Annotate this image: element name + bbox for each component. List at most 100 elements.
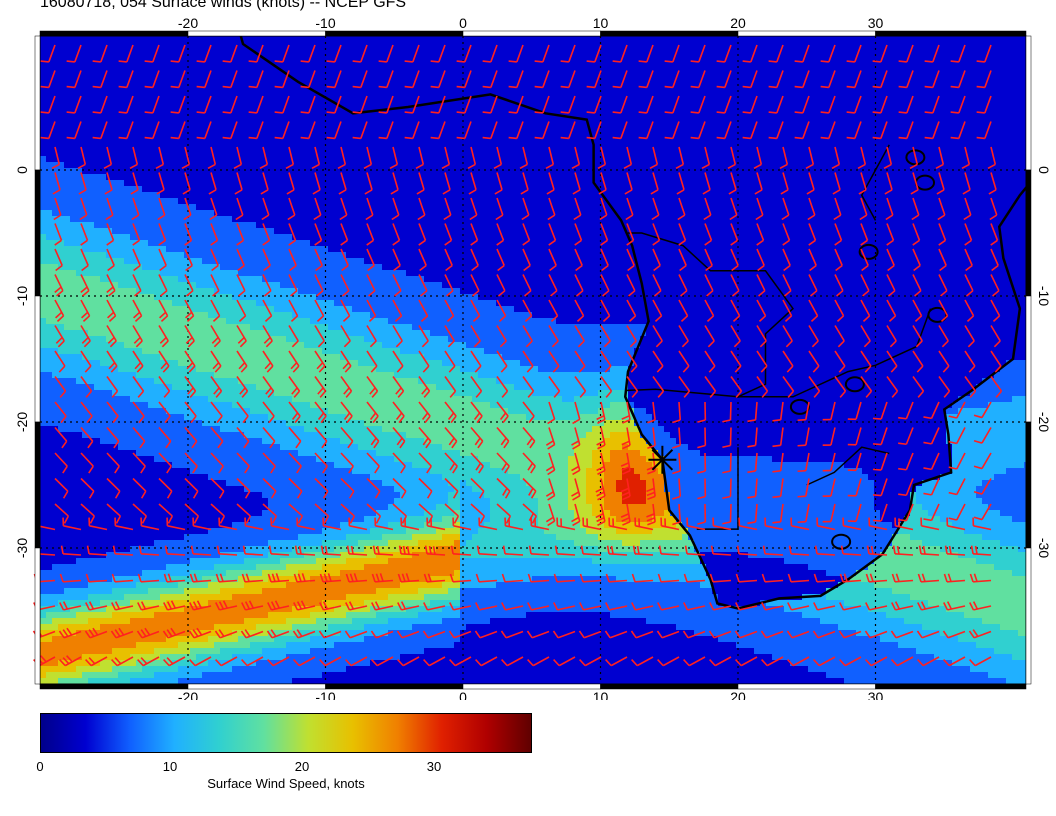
wind-barb — [859, 197, 868, 221]
wind-barb — [340, 426, 354, 449]
wind-barb — [366, 248, 375, 272]
lon-tick-label: -20 — [178, 689, 198, 700]
wind-barb — [631, 573, 654, 583]
lat-tick-label: -20 — [14, 412, 30, 432]
wind-barb — [656, 630, 680, 639]
wind-barb — [106, 426, 120, 449]
wind-barb — [600, 248, 609, 272]
wind-barb — [976, 95, 992, 114]
wind-barb — [470, 401, 483, 424]
wind-barb — [657, 573, 680, 583]
wind-barb — [808, 325, 819, 348]
wind-barb — [500, 630, 524, 639]
wind-barb — [834, 299, 845, 322]
lake-outline — [858, 243, 879, 260]
frame-segment — [39, 30, 189, 37]
wind-barb — [54, 248, 63, 272]
wind-barb — [292, 629, 316, 639]
wind-barb — [340, 299, 351, 322]
wind-barb — [943, 656, 966, 667]
wind-barb — [404, 44, 420, 63]
wind-barb — [526, 630, 550, 639]
wind-barb — [884, 172, 893, 195]
wind-barb — [448, 630, 472, 639]
wind-barb — [612, 121, 628, 140]
wind-barb — [612, 70, 628, 89]
wind-barb — [397, 656, 420, 667]
wind-barb — [872, 503, 888, 522]
wind-barb — [111, 601, 134, 611]
lon-tick-label: 30 — [868, 15, 884, 31]
wind-barb — [868, 517, 888, 531]
wind-barb — [833, 197, 842, 221]
wind-barb — [54, 503, 70, 524]
wind-barb — [259, 146, 269, 170]
frame-segment — [600, 683, 739, 690]
wind-barb — [508, 95, 524, 114]
wind-barb — [730, 274, 740, 297]
wind-barb — [430, 70, 446, 89]
wind-barb — [345, 601, 368, 611]
wind-barb — [735, 656, 758, 667]
wind-barb — [452, 517, 472, 531]
wind-barb — [288, 350, 300, 373]
wind-barb — [976, 70, 992, 89]
wind-barb — [729, 197, 738, 221]
wind-barb — [579, 573, 602, 583]
wind-barb — [345, 656, 368, 667]
wind-barb — [658, 545, 680, 556]
wind-barb — [502, 545, 524, 556]
wind-barb — [989, 197, 998, 221]
wind-barb — [423, 573, 446, 583]
wind-barb — [794, 44, 810, 63]
wind-barb — [444, 325, 455, 348]
wind-barb — [652, 376, 665, 398]
wind-barb — [340, 248, 349, 272]
wind-barb — [496, 376, 509, 398]
wind-barb — [742, 95, 758, 114]
wind-barb — [392, 376, 405, 398]
wind-barb — [652, 350, 664, 373]
wind-barb — [522, 350, 534, 373]
wind-barb — [314, 503, 330, 524]
wind-barb — [912, 376, 925, 398]
wind-barb — [132, 376, 145, 398]
frame-segment — [34, 295, 41, 423]
wind-barb — [314, 477, 329, 499]
wind-barb — [586, 70, 602, 89]
lat-tick-label: 0 — [14, 166, 30, 174]
wind-barb — [846, 70, 862, 89]
wind-barb — [638, 44, 654, 63]
wind-barb — [449, 656, 472, 667]
wind-barb — [426, 517, 446, 531]
wind-barb — [560, 121, 576, 140]
wind-barb — [872, 452, 888, 471]
frame-segment — [34, 35, 41, 171]
wind-barb — [371, 573, 394, 583]
wind-barb — [241, 656, 264, 667]
wind-barb — [482, 121, 498, 140]
wind-barb — [634, 517, 654, 531]
wind-barb — [189, 656, 212, 667]
wind-barb — [923, 427, 940, 445]
wind-barb — [158, 376, 171, 398]
wind-barb — [807, 197, 816, 221]
wind-barb — [574, 299, 585, 322]
wind-barb — [948, 478, 966, 496]
wind-barb — [892, 545, 914, 556]
lon-tick-label: 20 — [730, 15, 746, 31]
wind-barb — [371, 656, 394, 667]
wind-barb — [456, 70, 472, 89]
wind-barb — [444, 376, 457, 398]
wind-barb — [508, 121, 524, 140]
wind-barb — [51, 146, 61, 170]
wind-barb — [747, 401, 758, 423]
wind-barb — [764, 517, 784, 531]
wind-barb — [730, 325, 741, 348]
wind-barb — [683, 602, 706, 611]
wind-barb — [158, 401, 171, 424]
wind-barb — [144, 95, 160, 114]
wind-barb — [209, 197, 218, 221]
wind-barb — [88, 517, 108, 531]
frame-segment — [1025, 169, 1032, 297]
